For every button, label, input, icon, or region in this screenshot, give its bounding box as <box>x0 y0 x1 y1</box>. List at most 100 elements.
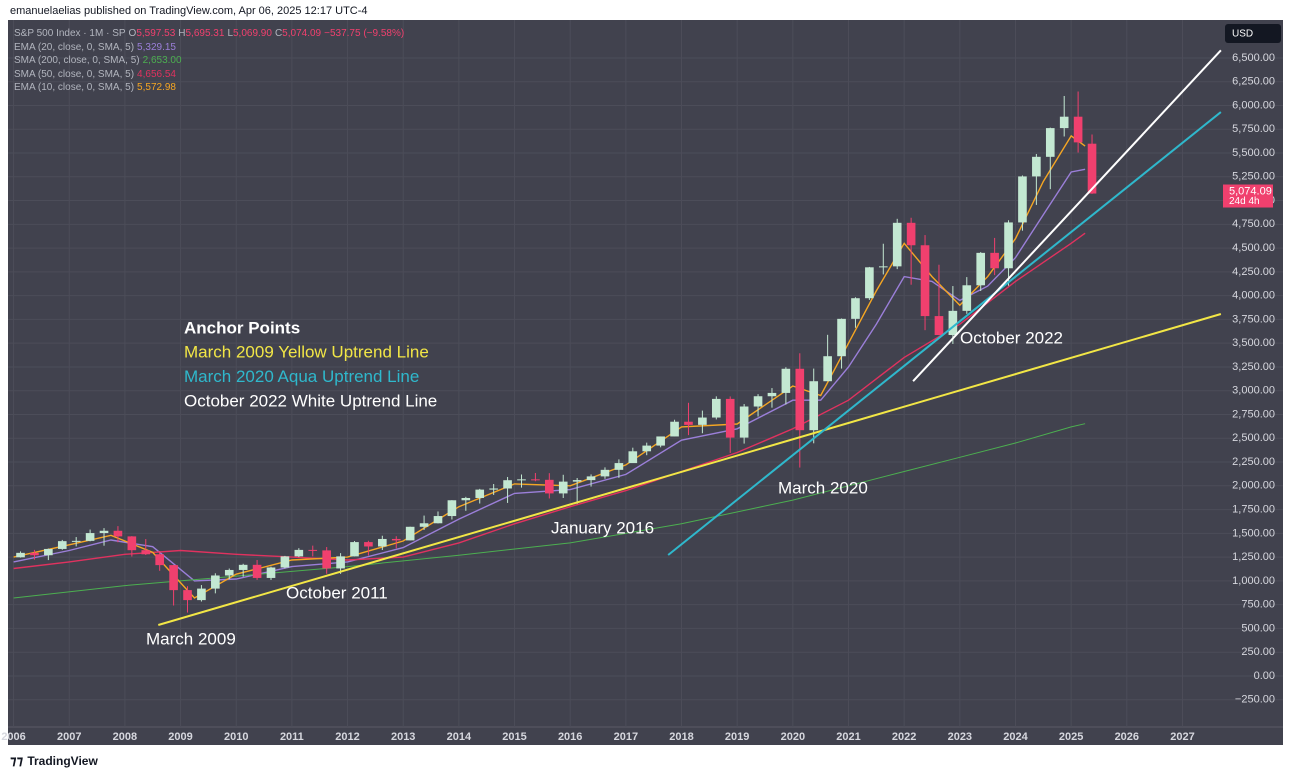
candle-body <box>1059 116 1069 129</box>
x-tick-label: 2014 <box>447 731 472 743</box>
legend-value: 4,656.54 <box>137 68 176 80</box>
candle-body <box>447 500 457 517</box>
x-tick-label: 2010 <box>224 731 248 743</box>
candle-body <box>962 285 972 311</box>
x-tick-label: 2016 <box>558 731 582 743</box>
footer-logo[interactable]: ⁊⁊ TradingView <box>10 753 98 769</box>
x-tick-label: 2007 <box>57 731 81 743</box>
candle-body <box>948 310 958 336</box>
logo-icon[interactable]: ⁊⁊ <box>10 753 24 768</box>
candle-body <box>433 516 443 524</box>
candle-body <box>57 541 67 549</box>
ohlc-entry: L5,069.90 <box>227 28 272 39</box>
candle-body <box>1073 116 1083 143</box>
ohlc-key: O <box>128 28 137 39</box>
x-tick-label: 2025 <box>1059 731 1083 743</box>
candle-body <box>781 368 791 393</box>
ohlc-value: 5,069.90 <box>233 28 272 39</box>
y-tick-label: 750.00 <box>1241 599 1275 611</box>
ohlc-entry: H5,695.31 <box>178 28 224 39</box>
annotations: Anchor Points March 2009 Yellow Uptrend L… <box>146 318 1063 648</box>
candle-body <box>44 548 53 556</box>
candle-body <box>294 549 304 557</box>
x-tick-label: 2009 <box>168 731 192 743</box>
ohlc-key: H <box>178 28 186 39</box>
candle-body <box>489 488 498 490</box>
candle-body <box>155 554 164 566</box>
change: −537.75 (−9.58%) <box>324 28 405 39</box>
candle-body <box>670 421 679 437</box>
candle-body <box>517 479 526 481</box>
last-price-tag <box>1223 184 1273 208</box>
anchor-title: Anchor Points <box>184 318 300 337</box>
candle-body <box>183 590 192 601</box>
candle-body <box>739 406 749 438</box>
candle-body <box>1087 143 1097 194</box>
candle-body <box>572 480 582 482</box>
symbol-title: S&P 500 Index · 1M · SP <box>14 28 126 39</box>
candle-body <box>211 575 220 589</box>
candle-body <box>169 565 178 591</box>
anchor-label: October 2022 <box>960 328 1063 347</box>
candle-body <box>141 550 151 555</box>
candle-body <box>809 381 819 431</box>
candle-body <box>378 538 387 547</box>
candle-body <box>656 436 665 446</box>
candle-body <box>99 530 109 534</box>
legend-name: EMA (10, close, 0, SMA, 5) <box>14 82 135 93</box>
y-tick-label: 3,250.00 <box>1232 361 1275 373</box>
x-tick-label: 2011 <box>280 731 304 743</box>
candle-body <box>238 564 248 570</box>
candle-body <box>711 398 721 418</box>
anchor-item: March 2020 Aqua Uptrend Line <box>184 367 419 386</box>
candle-body <box>614 463 624 470</box>
candle-body <box>851 298 860 319</box>
candle-body <box>475 489 485 498</box>
legend-name: SMA (50, close, 0, SMA, 5) <box>14 68 135 80</box>
candle-body <box>837 318 846 357</box>
candle-body <box>252 564 262 578</box>
legend-value: 2,653.00 <box>142 55 182 66</box>
candle-body <box>461 497 471 501</box>
candle-body <box>823 356 832 382</box>
legend: S&P 500 Index · 1M · SP O5,597.53 H5,695.3… <box>14 27 407 95</box>
candle-body <box>71 540 81 542</box>
x-tick-label: 2020 <box>781 731 805 743</box>
candle-body <box>698 417 707 425</box>
x-tick-label: 2024 <box>1003 731 1028 743</box>
moving-average-line <box>13 168 1086 582</box>
countdown: 24d 4h <box>1229 196 1260 207</box>
candle-body <box>322 550 331 569</box>
ohlc-key: C <box>274 28 283 39</box>
legend-entry: SMA (200, close, 0, SMA, 5) 2,653.00 <box>14 54 407 68</box>
y-tick-label: 250.00 <box>1241 646 1275 658</box>
candle-body <box>336 556 345 569</box>
legend-value: 5,329.15 <box>137 41 176 53</box>
y-tick-label: 1,250.00 <box>1232 551 1275 563</box>
candle-body <box>1032 156 1041 177</box>
legend-entry: EMA (20, close, 0, SMA, 5) 5,329.15 <box>14 41 407 55</box>
publisher: emanuelaelias published on TradingView.c… <box>10 5 368 17</box>
candle-body <box>892 222 902 267</box>
y-tick-label: 4,500.00 <box>1232 242 1275 254</box>
y-tick-label: 4,250.00 <box>1232 266 1275 278</box>
y-tick-label: 1,750.00 <box>1232 503 1275 515</box>
trend-line <box>912 49 1222 382</box>
candle-body <box>545 479 554 494</box>
candle-body <box>753 396 763 407</box>
candle-body <box>391 538 401 541</box>
footer-text[interactable]: TradingView <box>27 754 98 768</box>
x-tick-label: 2018 <box>669 731 693 743</box>
plot <box>13 49 1222 626</box>
ohlc-value: 5,597.53 <box>136 28 176 39</box>
ohlc-value: 5,695.31 <box>185 28 225 39</box>
candle-body <box>990 252 999 269</box>
currency-box[interactable] <box>1225 24 1281 43</box>
symbol-row: S&P 500 Index · 1M · SP O5,597.53 H5,695.3… <box>14 27 407 41</box>
legend-value: 5,572.98 <box>137 82 176 93</box>
x-tick-label: 2015 <box>502 731 526 743</box>
currency[interactable]: USD <box>1232 29 1253 40</box>
y-tick-label: 2,500.00 <box>1232 432 1275 444</box>
trend-line <box>667 111 1222 556</box>
